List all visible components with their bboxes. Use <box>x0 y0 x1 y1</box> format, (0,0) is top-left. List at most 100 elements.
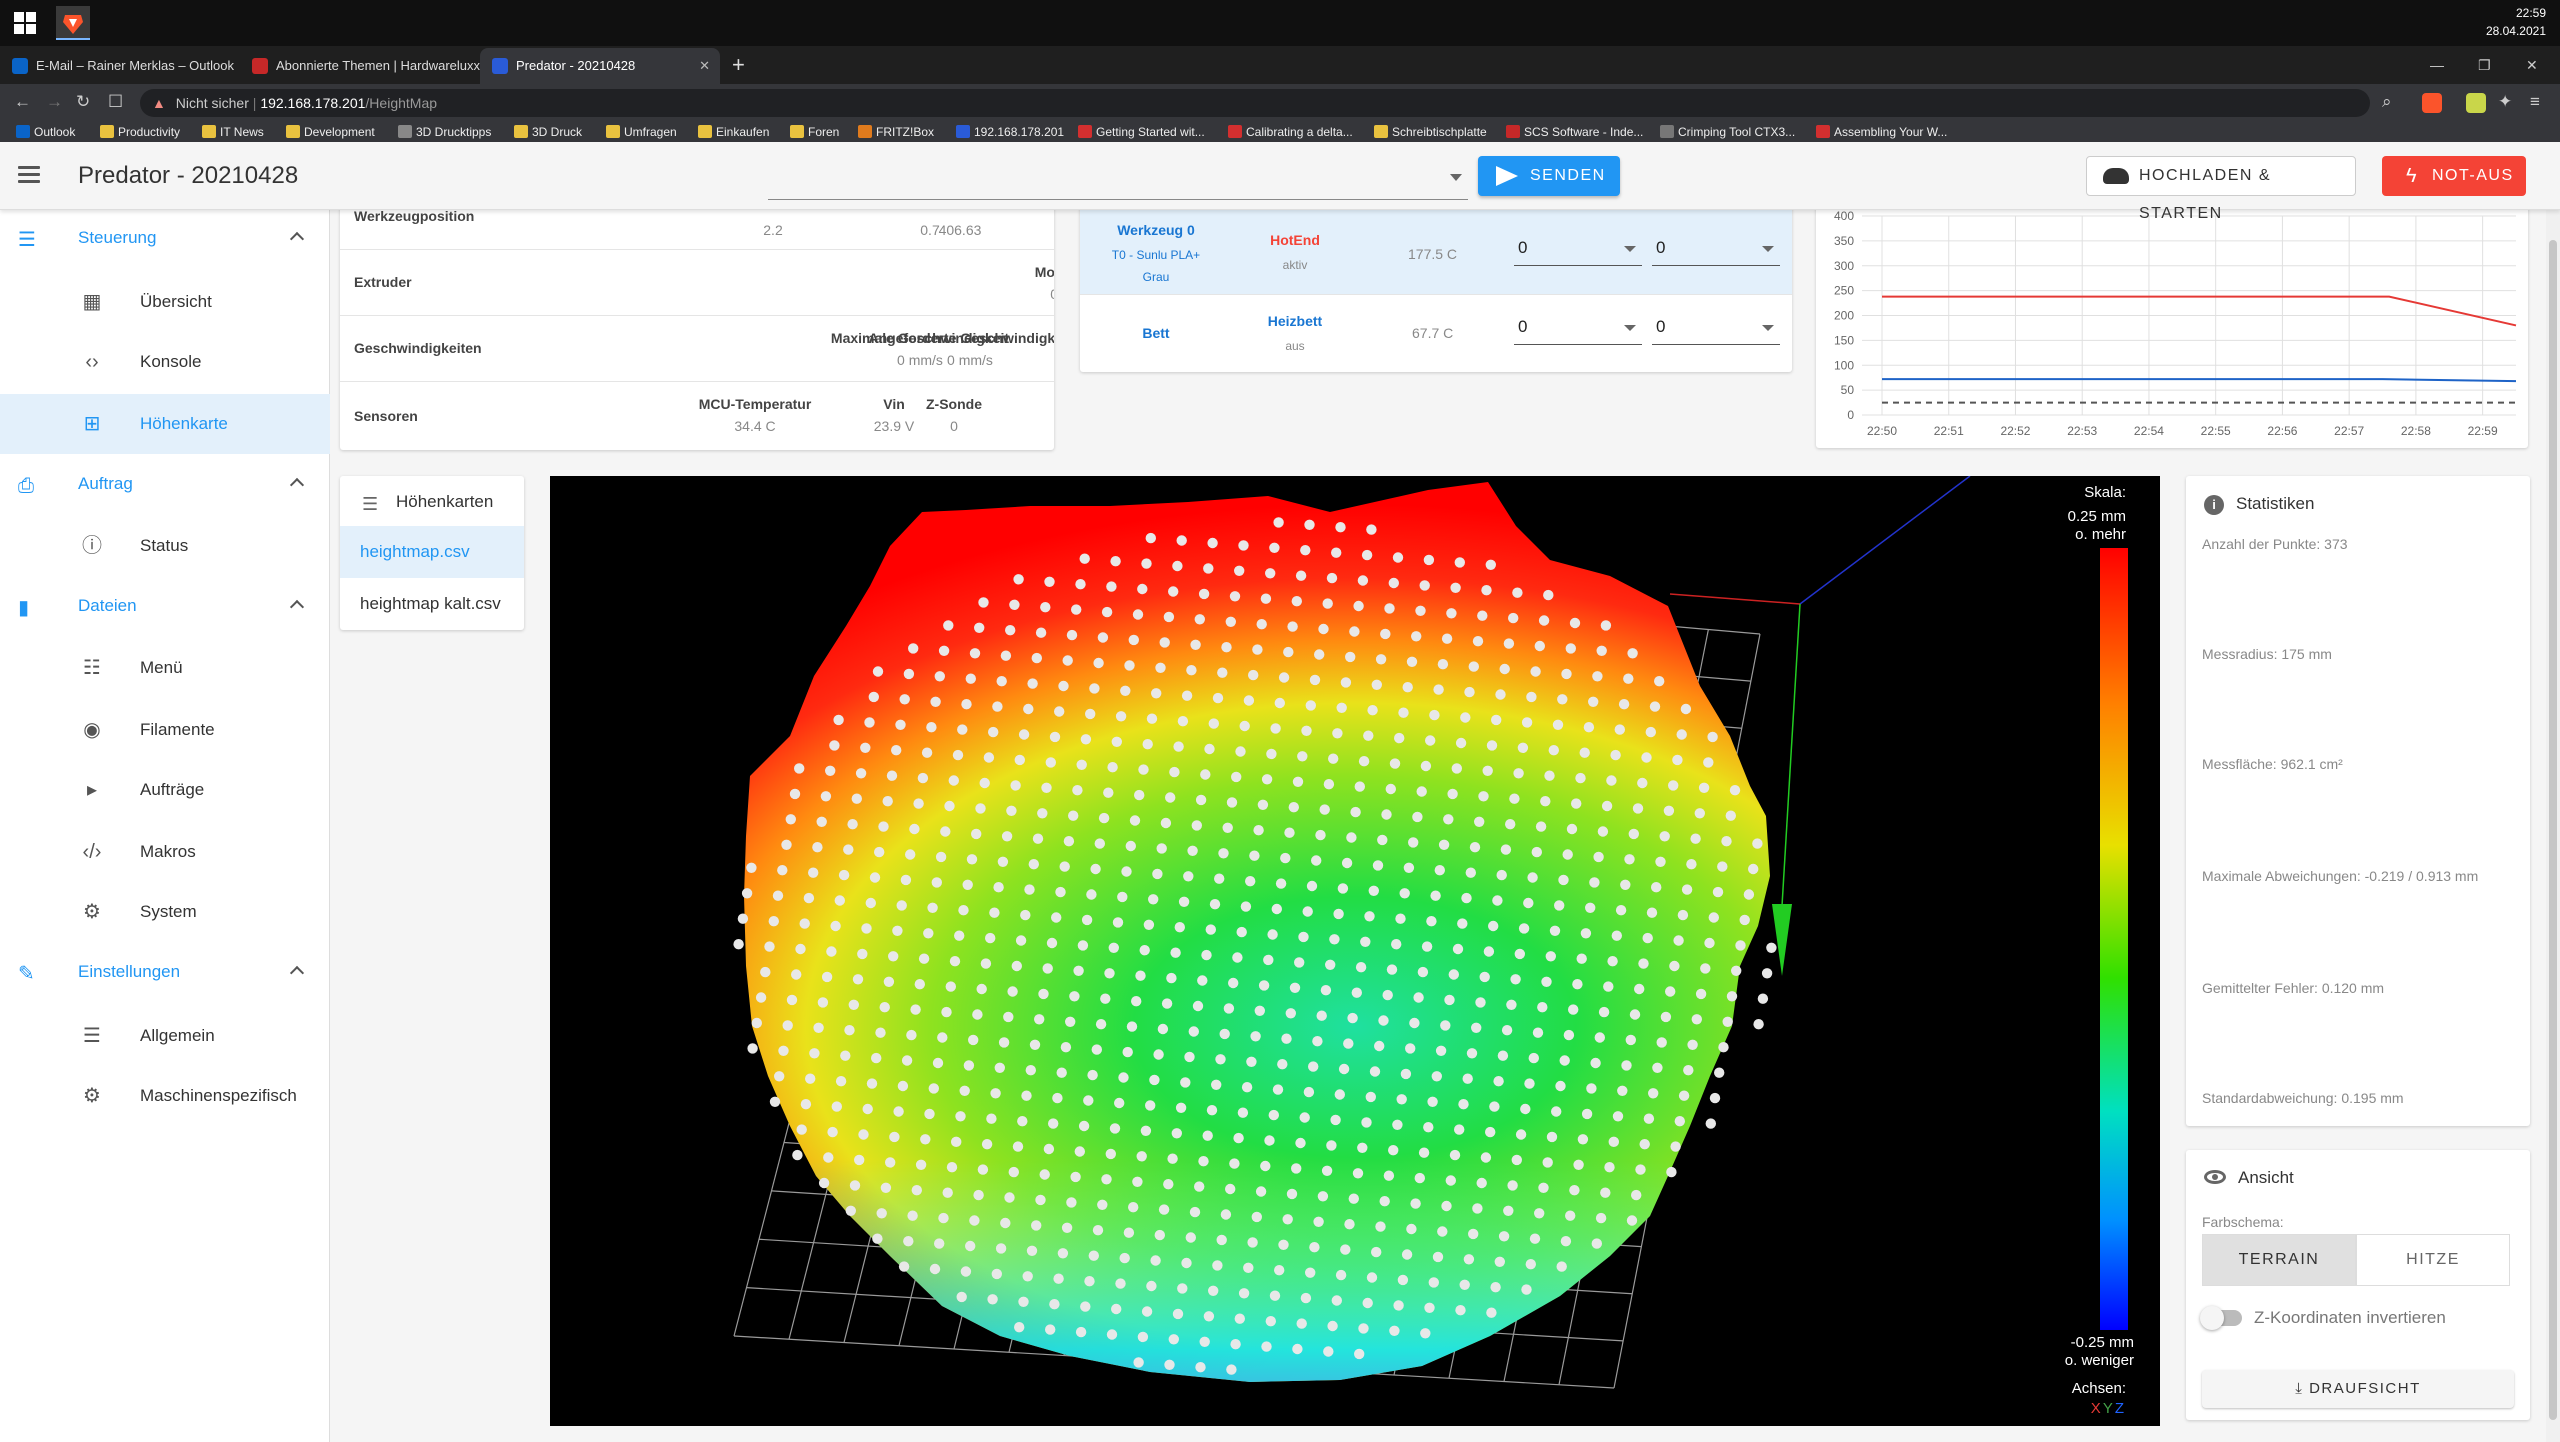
bed-standby-temp-input[interactable]: 0 <box>1652 313 1780 345</box>
bookmark-item[interactable]: Outlook <box>14 122 75 142</box>
heightmap-render[interactable] <box>550 476 2160 1426</box>
hamburger-menu-icon[interactable] <box>18 166 40 184</box>
bookmark-icon[interactable]: ☐ <box>108 92 124 111</box>
sidebar-group-steuerung[interactable]: ☰ Steuerung <box>0 210 330 270</box>
sidebar-item-hoehenkarte[interactable]: ⊞ Höhenkarte <box>0 394 330 454</box>
hotend-heater-name[interactable]: HotEnd <box>1270 232 1320 248</box>
bookmark-item[interactable]: Assembling Your W... <box>1814 122 1947 142</box>
bookmark-item[interactable]: IT News <box>200 122 264 142</box>
bookmark-item[interactable]: Umfragen <box>604 122 677 142</box>
probe-point <box>1295 570 1307 581</box>
emergency-stop-button[interactable]: ϟ NOT-AUS <box>2382 156 2526 196</box>
heater-row-bed[interactable]: Bett Heizbett aus 67.7 C 0 0 <box>1080 294 1792 372</box>
back-icon[interactable]: ← <box>14 92 31 111</box>
forward-icon[interactable]: → <box>46 92 63 111</box>
top-view-button[interactable]: ⤓ DRAUFSICHT <box>2202 1370 2514 1408</box>
browser-tab-hardwareluxx[interactable]: Abonnierte Themen | Hardwareluxx <box>240 48 480 84</box>
heater-row-tool[interactable]: Werkzeug 0 T0 - Sunlu PLA+ Grau HotEnd a… <box>1080 200 1792 294</box>
brave-shields-icon[interactable] <box>2422 93 2442 113</box>
tab-close-icon[interactable]: ✕ <box>699 58 710 73</box>
page-scrollbar[interactable] <box>2546 210 2560 1442</box>
probe-point <box>1222 822 1233 833</box>
close-window-icon[interactable]: ✕ <box>2526 57 2538 73</box>
reload-icon[interactable]: ↻ <box>76 92 91 111</box>
heightmap-file-item[interactable]: heightmap kalt.csv <box>360 594 501 613</box>
toggle-knob[interactable] <box>2200 1306 2224 1330</box>
probe-point <box>1190 639 1201 650</box>
bookmark-item[interactable]: Calibrating a delta... <box>1226 122 1353 142</box>
heat-scheme-button[interactable]: HITZE <box>2356 1234 2510 1286</box>
bed-heater-name[interactable]: Heizbett <box>1267 313 1323 329</box>
bookmark-item[interactable]: Crimping Tool CTX3... <box>1658 122 1795 142</box>
bookmark-item[interactable]: Foren <box>788 122 839 142</box>
sidebar-item-maschinenspezifisch[interactable]: ⚙ Maschinenspezifisch <box>0 1066 330 1126</box>
bookmark-item[interactable]: 3D Druck <box>512 122 582 142</box>
sidebar-group-einstellungen[interactable]: ✎ Einstellungen <box>0 944 330 1004</box>
probe-point <box>1091 1044 1102 1055</box>
tool-name[interactable]: Werkzeug 0 <box>1117 222 1195 238</box>
chevron-down-icon[interactable] <box>1450 174 1462 181</box>
terrain-scheme-button[interactable]: TERRAIN <box>2202 1234 2356 1286</box>
probe-point <box>1694 808 1706 819</box>
bookmark-item[interactable]: Getting Started wit... <box>1076 122 1205 142</box>
bookmark-item[interactable]: Einkaufen <box>696 122 769 142</box>
bookmark-item[interactable]: Development <box>284 122 375 142</box>
restore-icon[interactable]: ❐ <box>2478 57 2491 73</box>
probe-point <box>1606 775 1617 786</box>
probe-point <box>1639 1139 1650 1150</box>
bookmark-item[interactable]: SCS Software - Inde... <box>1504 122 1643 142</box>
bed-active-temp-input[interactable]: 0 <box>1514 313 1642 345</box>
probe-point <box>1335 1269 1347 1281</box>
invert-z-toggle[interactable] <box>2200 1306 2242 1330</box>
sidebar-group-dateien[interactable]: ▮ Dateien <box>0 578 330 638</box>
heightmap-3d-viewer[interactable]: Skala: 0.25 mm o. mehr -0.25 mm o. wenig… <box>550 476 2160 1426</box>
sidebar-item-system[interactable]: ⚙ System <box>0 882 330 942</box>
sidebar-item-menue[interactable]: ☷ Menü <box>0 638 330 698</box>
heightmap-file-item[interactable]: heightmap.csv <box>340 526 524 578</box>
minimize-icon[interactable]: — <box>2430 57 2444 73</box>
bookmark-item[interactable]: Productivity <box>98 122 180 142</box>
system-clock[interactable]: 22:59 28.04.2021 <box>2486 4 2546 40</box>
bookmark-item[interactable]: 192.168.178.201 <box>954 122 1064 142</box>
hotend-active-temp-input[interactable]: 0 <box>1514 234 1642 266</box>
sidebar-item-filamente[interactable]: ◉ Filamente <box>0 700 330 760</box>
new-tab-icon[interactable]: + <box>732 52 745 77</box>
sidebar-item-makros[interactable]: ‹/› Makros <box>0 822 330 882</box>
zoom-icon[interactable]: ⌕ <box>2382 92 2392 111</box>
menu-icon[interactable]: ≡ <box>2530 92 2540 111</box>
browser-tab-predator[interactable]: Predator - 20210428 ✕ <box>480 48 720 84</box>
probe-point <box>997 856 1009 867</box>
hotend-standby-temp-input[interactable]: 0 <box>1652 234 1780 266</box>
probe-point <box>1035 1194 1046 1206</box>
bed-name[interactable]: Bett <box>1142 325 1170 341</box>
max-speed-value: 0 mm/s <box>897 352 943 368</box>
bookmark-item[interactable]: FRITZ!Box <box>856 122 934 142</box>
windows-start-icon[interactable] <box>14 12 36 34</box>
sidebar-item-auftraege[interactable]: ▸ Aufträge <box>0 760 330 820</box>
upload-start-button[interactable]: HOCHLADEN & STARTEN <box>2086 156 2356 222</box>
sidebar-item-status[interactable]: ⓘ Status <box>0 516 330 576</box>
probe-point <box>878 821 889 832</box>
probe-point <box>1245 876 1256 887</box>
sidebar-group-auftrag[interactable]: ⎙ Auftrag <box>0 456 330 516</box>
extension-icon[interactable] <box>2466 93 2486 113</box>
bookmark-item[interactable]: Schreibtischplatte <box>1372 122 1487 142</box>
send-button[interactable]: SENDEN <box>1478 156 1620 196</box>
probe-point <box>1045 757 1056 768</box>
probe-point <box>1466 1048 1478 1059</box>
probe-point <box>1458 1099 1469 1110</box>
browser-tab-outlook[interactable]: E-Mail – Rainer Merklas – Outlook <box>0 48 240 84</box>
sidebar-item-konsole[interactable]: ‹› Konsole <box>0 332 330 392</box>
scrollbar-thumb[interactable] <box>2549 240 2557 1420</box>
probe-point <box>764 941 775 952</box>
sensors-row: Sensoren Vin 23.9 V <box>340 382 1054 450</box>
probe-point <box>792 1149 803 1161</box>
sidebar-item-allgemein[interactable]: ☰ Allgemein <box>0 1006 330 1066</box>
x-tick-label: 22:57 <box>2334 424 2364 438</box>
bookmark-item[interactable]: 3D Drucktipps <box>396 122 491 142</box>
brave-browser-icon[interactable] <box>56 6 90 40</box>
url-field[interactable]: ▲ Nicht sicher | 192.168.178.201/HeightM… <box>140 89 2370 117</box>
gcode-input[interactable] <box>768 164 1468 200</box>
sidebar-item-uebersicht[interactable]: ▦ Übersicht <box>0 272 330 332</box>
extensions-puzzle-icon[interactable]: ✦ <box>2498 92 2513 111</box>
